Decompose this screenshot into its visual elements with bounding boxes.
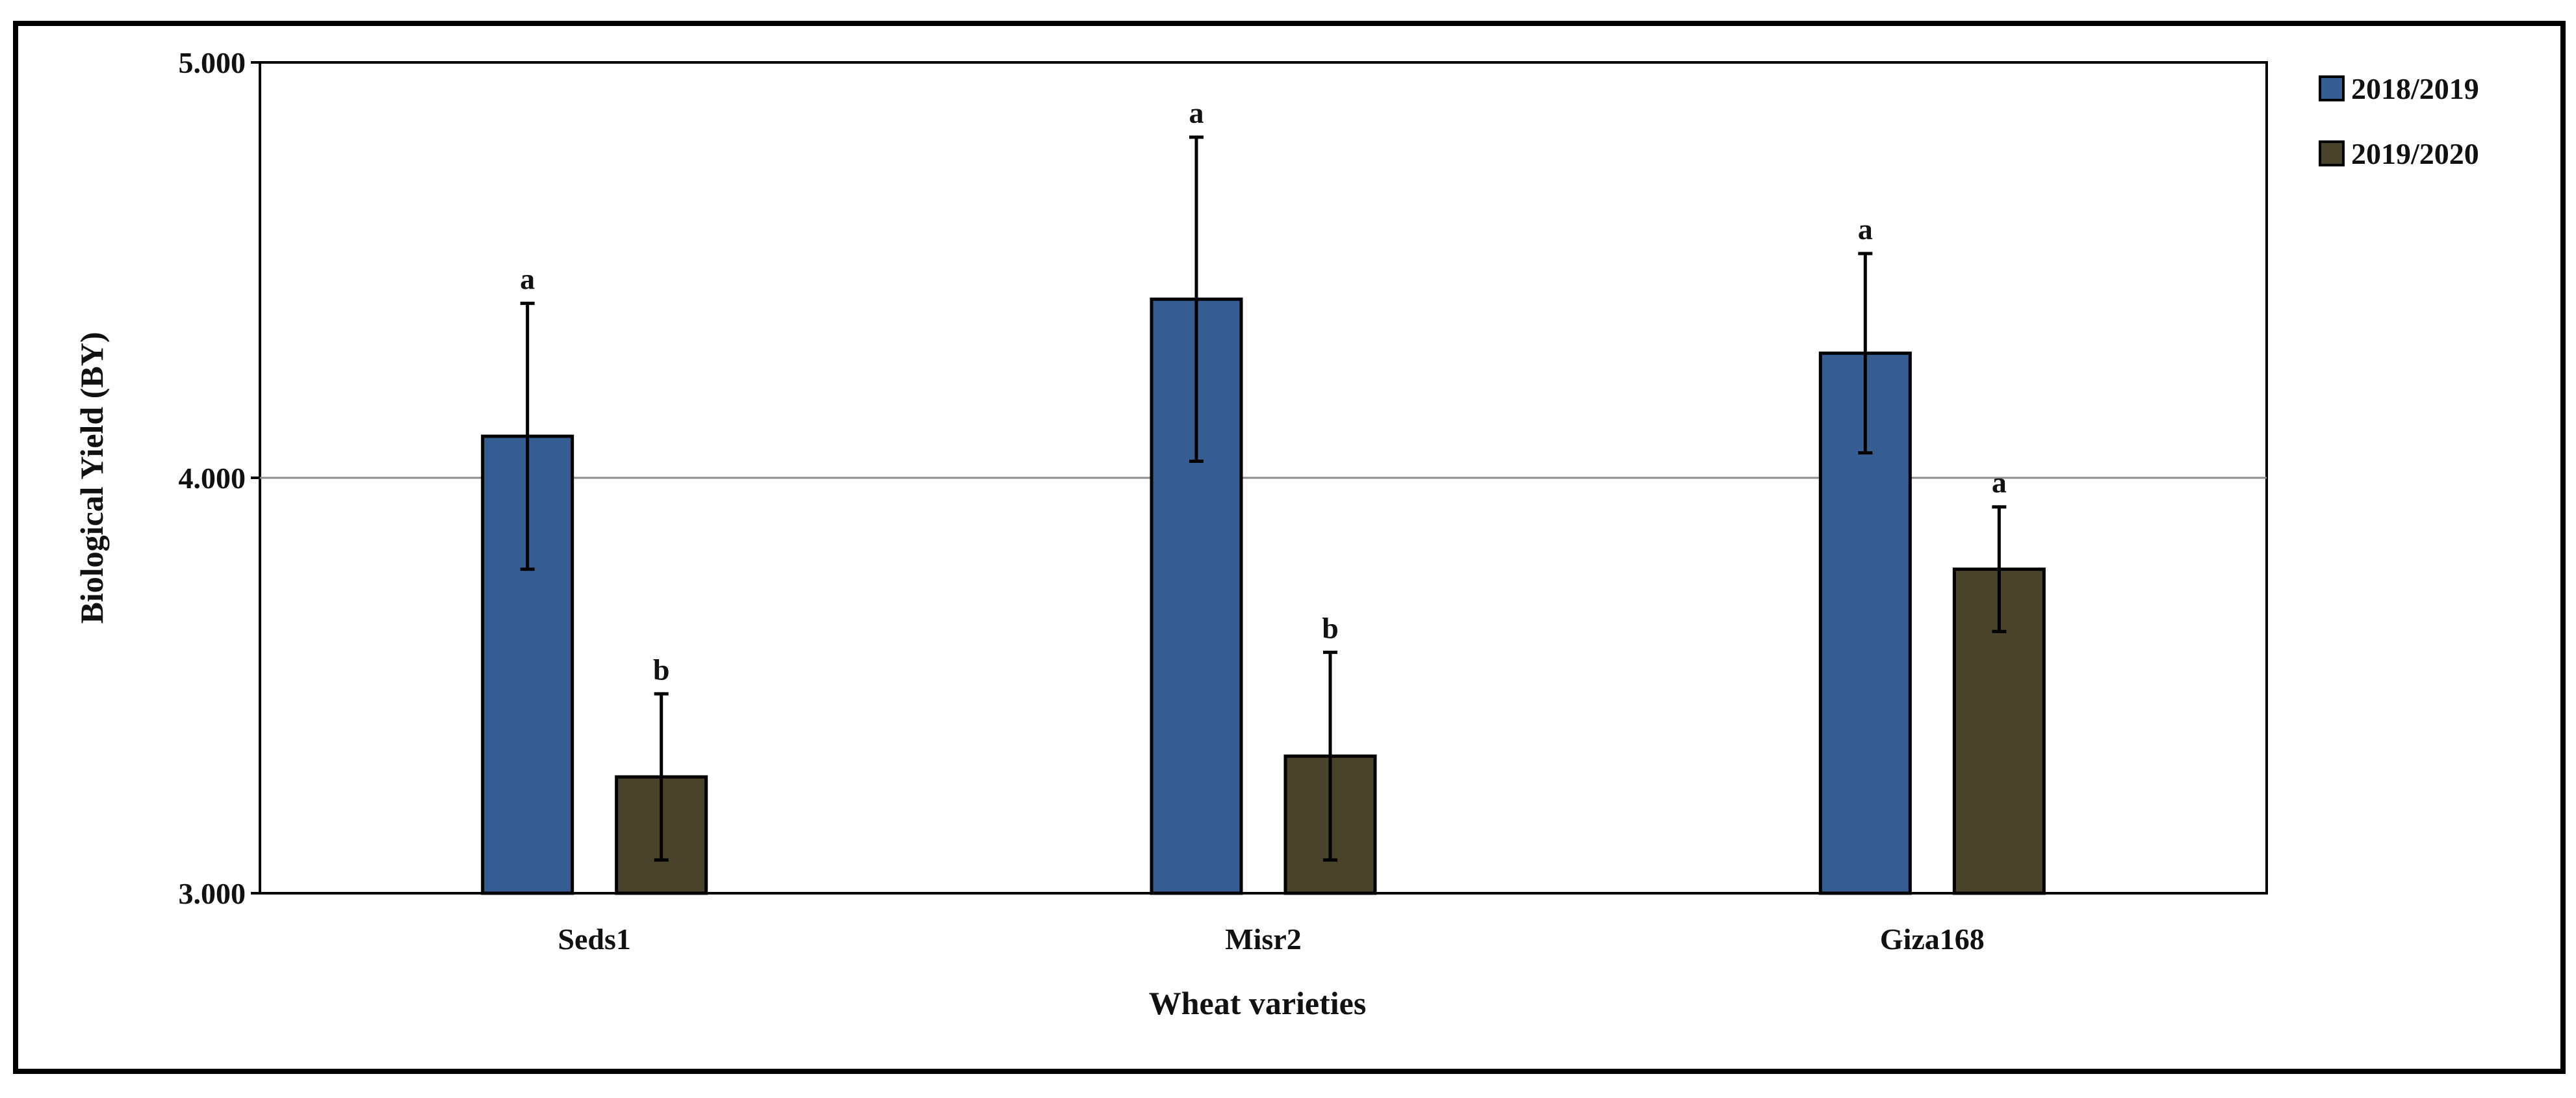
legend-swatch-1	[2319, 75, 2345, 101]
y-axis-title: Biological Yield (BY)	[73, 332, 110, 623]
y-tick-label: 3.000	[179, 877, 246, 910]
y-tick-label: 5.000	[179, 46, 246, 79]
significance-label: a	[1858, 213, 1873, 246]
axes: 3.000 4.000 5.000 Seds1 Misr2 Giza168	[179, 46, 1985, 956]
legend-swatch-2	[2319, 140, 2345, 166]
legend: 2018/2019 2019/2020	[2319, 72, 2479, 170]
x-tick-label: Misr2	[1225, 922, 1302, 956]
x-tick-label: Seds1	[558, 922, 630, 956]
x-axis-title: Wheat varieties	[1149, 985, 1367, 1021]
significance-label: a	[1189, 96, 1204, 129]
significance-label: b	[1322, 611, 1339, 644]
x-tick-label: Giza168	[1880, 922, 1985, 956]
significance-label: a	[520, 263, 535, 296]
y-tick-label: 4.000	[179, 462, 246, 495]
significance-label: b	[653, 653, 670, 686]
significance-label: a	[1992, 466, 2007, 499]
legend-label-2: 2019/2020	[2351, 137, 2479, 170]
bars: a b a b a a	[481, 96, 2046, 895]
legend-label-1: 2018/2019	[2351, 72, 2479, 105]
